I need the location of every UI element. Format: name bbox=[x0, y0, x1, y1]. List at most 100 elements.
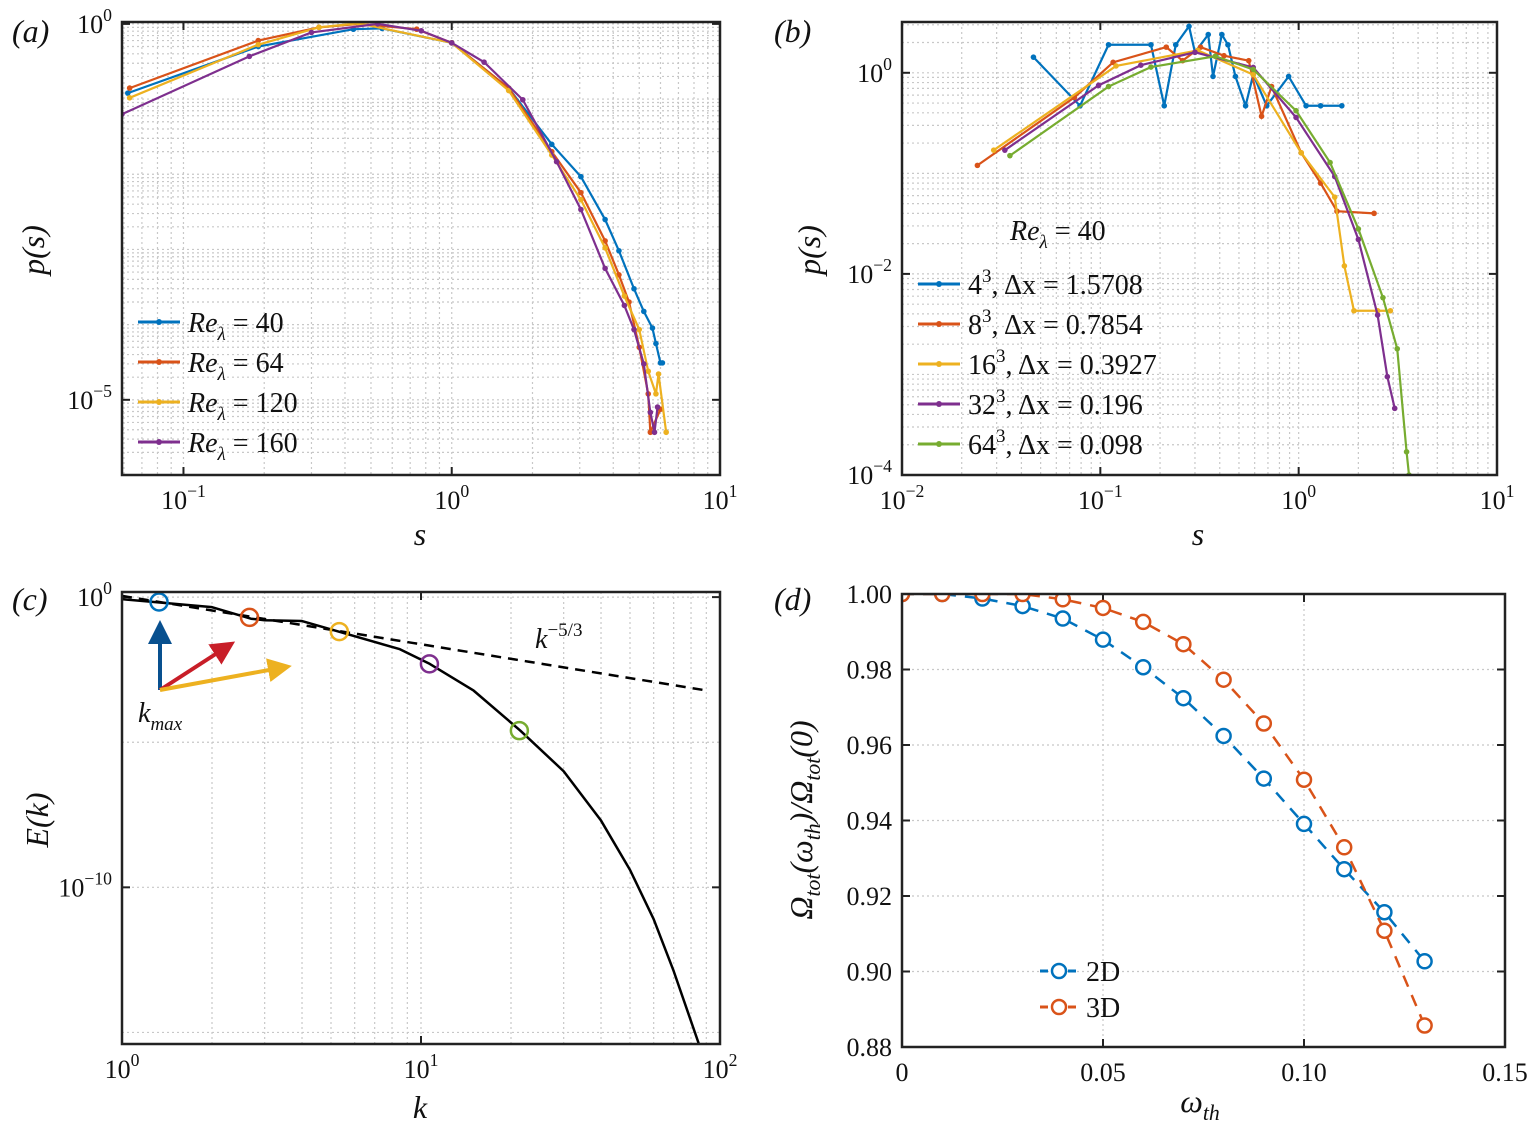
data-point bbox=[1134, 613, 1152, 631]
legend-marker bbox=[1050, 962, 1068, 980]
data-point bbox=[1387, 307, 1394, 314]
data-point bbox=[1186, 23, 1192, 30]
legend-label: 83, Δx = 0.7854 bbox=[968, 306, 1143, 341]
data-point bbox=[602, 238, 608, 244]
data-point bbox=[1416, 953, 1433, 970]
reference-line-label: k−5/3 bbox=[535, 620, 583, 655]
x-axis-label: s bbox=[414, 516, 426, 552]
legend-item: Reλ = 40 bbox=[138, 308, 284, 345]
y-tick-label: 10−2 bbox=[847, 255, 892, 289]
x-axis-label: s bbox=[1192, 516, 1204, 552]
plot-area bbox=[122, 22, 669, 436]
data-point bbox=[651, 429, 658, 436]
y-tick-label: 0.92 bbox=[847, 882, 893, 911]
data-point bbox=[1250, 66, 1257, 73]
data-point bbox=[647, 409, 654, 416]
series-line bbox=[993, 49, 1391, 312]
data-point bbox=[602, 216, 608, 223]
series-3 bbox=[122, 22, 661, 436]
legend-item: 83, Δx = 0.7854 bbox=[918, 306, 1143, 341]
kmax-marker bbox=[149, 592, 169, 612]
x-tick-label: 10−1 bbox=[1078, 481, 1123, 515]
y-tick-label: 10−5 bbox=[67, 381, 112, 415]
data-point bbox=[1250, 71, 1257, 78]
data-point bbox=[1303, 102, 1309, 109]
y-tick-label: 0.94 bbox=[847, 807, 893, 836]
y-tick-label: 0.90 bbox=[847, 958, 893, 987]
data-point bbox=[636, 326, 643, 333]
data-point bbox=[1416, 1017, 1433, 1034]
y-axis-label: Ωtot(ωth)/Ωtot(0) bbox=[783, 720, 825, 919]
legend-item: 3D bbox=[1040, 993, 1120, 1024]
series-0 bbox=[122, 597, 701, 1044]
legend-item: 323, Δx = 0.196 bbox=[918, 386, 1143, 421]
data-point bbox=[1384, 373, 1391, 380]
series-line bbox=[976, 45, 1375, 215]
data-point bbox=[1255, 715, 1273, 732]
data-point bbox=[1212, 53, 1219, 60]
series-0 bbox=[1030, 23, 1345, 110]
legend-marker bbox=[156, 319, 162, 325]
data-point bbox=[1219, 31, 1225, 38]
data-point bbox=[1298, 150, 1305, 156]
plot-area bbox=[974, 23, 1412, 475]
data-point bbox=[1285, 73, 1292, 80]
data-point bbox=[1394, 345, 1401, 352]
legend-item: Reλ = 64 bbox=[138, 348, 284, 385]
data-point bbox=[1205, 31, 1212, 38]
x-tick-label: 101 bbox=[1480, 481, 1515, 515]
legend-label: 323, Δx = 0.196 bbox=[968, 386, 1143, 421]
legend-marker bbox=[936, 361, 942, 367]
legend-item: Reλ = 120 bbox=[138, 388, 298, 425]
data-point bbox=[1335, 839, 1353, 856]
legend-label: 3D bbox=[1086, 993, 1120, 1024]
legend-label: Reλ = 160 bbox=[187, 428, 298, 465]
data-point bbox=[1371, 210, 1377, 217]
y-tick-label: 1.00 bbox=[847, 580, 893, 609]
data-point bbox=[1002, 147, 1008, 153]
data-point bbox=[548, 141, 555, 148]
x-axis-label: ωth bbox=[1180, 1083, 1220, 1125]
data-point bbox=[659, 360, 666, 366]
data-point bbox=[641, 361, 647, 367]
data-point bbox=[1351, 307, 1357, 314]
legend-item: Reλ = 160 bbox=[138, 428, 298, 465]
data-point bbox=[578, 206, 584, 213]
data-point bbox=[602, 245, 608, 251]
data-point bbox=[578, 189, 584, 196]
data-point bbox=[448, 40, 455, 46]
kmax-marker bbox=[419, 654, 440, 674]
x-tick-label: 0 bbox=[896, 1058, 909, 1087]
data-point bbox=[1376, 922, 1393, 939]
data-point bbox=[578, 173, 584, 180]
y-axis-label: p(s) bbox=[15, 225, 51, 277]
data-point bbox=[1148, 64, 1154, 70]
y-tick-label: 10−10 bbox=[58, 868, 112, 902]
data-point bbox=[1355, 236, 1362, 243]
legend-marker bbox=[1050, 998, 1068, 1016]
data-point bbox=[649, 325, 656, 331]
data-point bbox=[974, 594, 991, 603]
data-point bbox=[255, 37, 262, 44]
x-tick-label: 0.05 bbox=[1080, 1058, 1126, 1087]
data-point bbox=[1341, 263, 1348, 269]
data-point bbox=[1295, 815, 1313, 833]
data-point bbox=[1138, 62, 1144, 68]
data-point bbox=[1192, 49, 1198, 56]
panel-label: (b) bbox=[774, 13, 811, 49]
data-point bbox=[1148, 41, 1154, 48]
x-tick-label: 100 bbox=[1281, 481, 1316, 515]
y-tick-label: 0.98 bbox=[847, 656, 893, 685]
legend-item: 43, Δx = 1.5708 bbox=[918, 266, 1143, 301]
data-point bbox=[553, 158, 560, 165]
data-point bbox=[246, 53, 253, 60]
panel-d: 0 0.05 0.10 0.15 0.88 0.90 0.92 0.94 0.96 0.98 1.0… bbox=[774, 580, 1528, 1125]
data-point bbox=[1054, 610, 1072, 627]
data-point bbox=[1094, 599, 1112, 617]
legend-marker bbox=[156, 439, 162, 445]
panel-label: (d) bbox=[774, 581, 811, 617]
kmax-marker bbox=[329, 621, 350, 642]
